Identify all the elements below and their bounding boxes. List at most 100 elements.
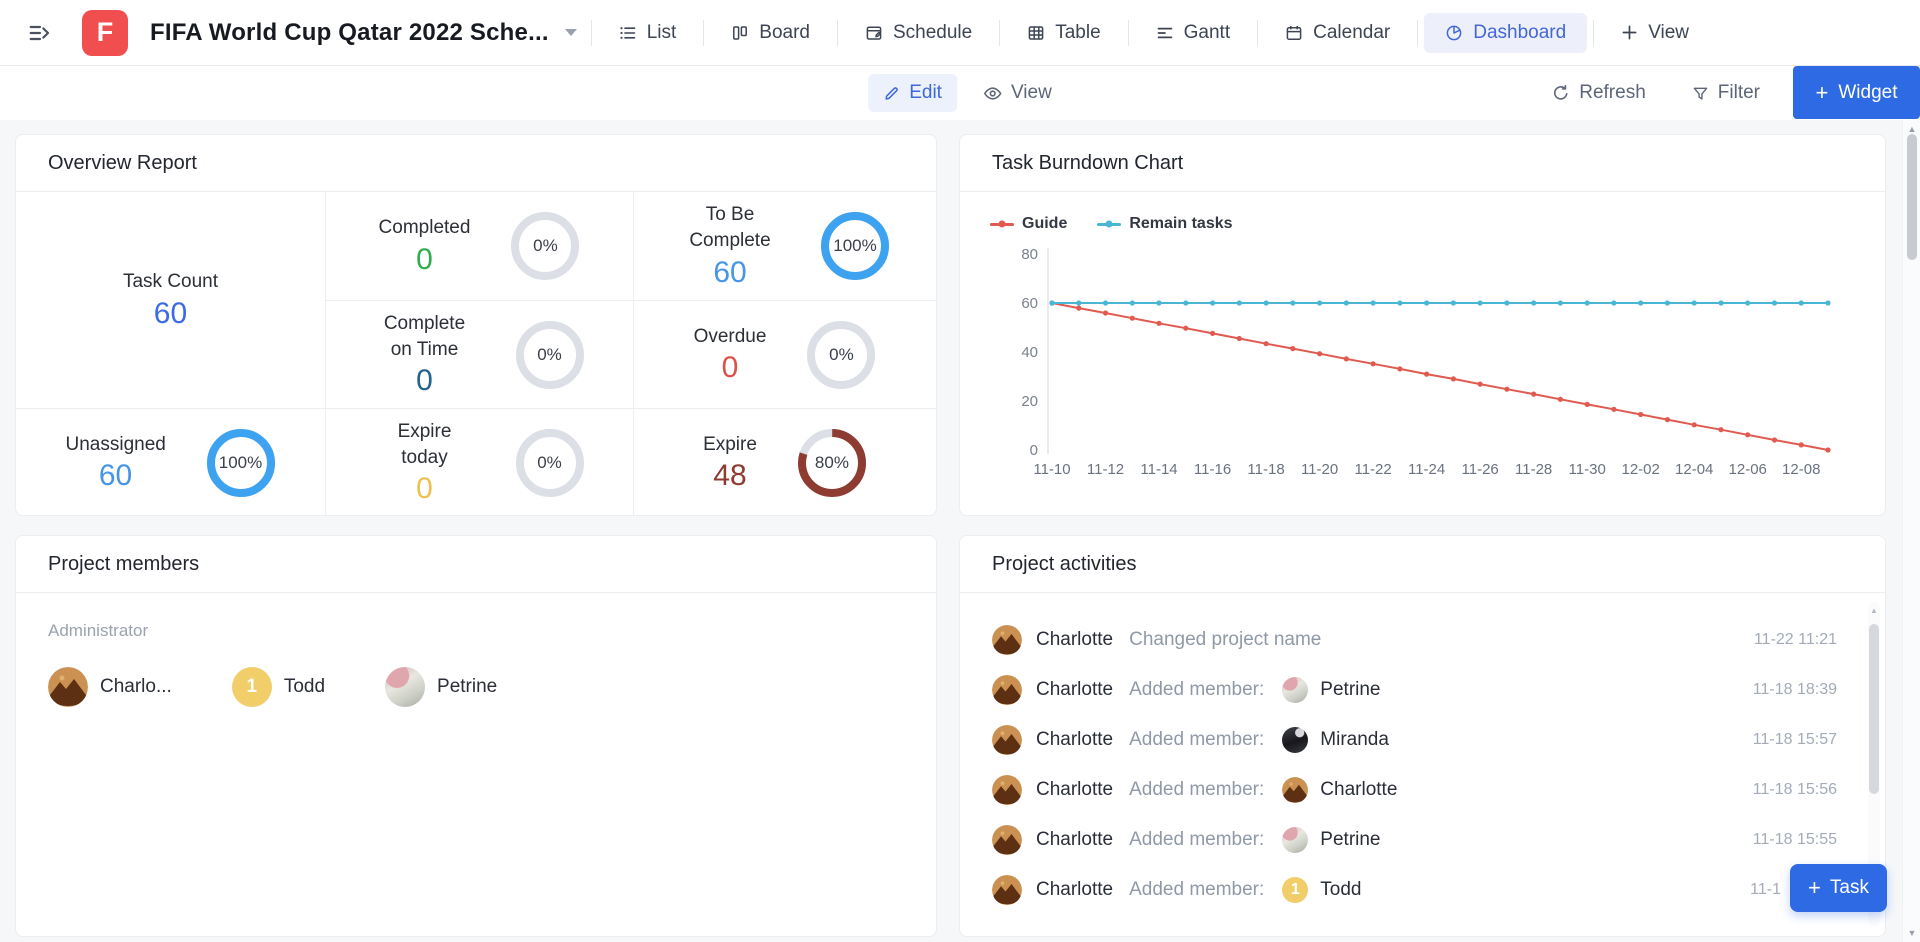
activities-scrollbar-thumb[interactable]: [1869, 624, 1879, 794]
activity-actor[interactable]: Charlotte: [1036, 829, 1114, 850]
edit-label: Edit: [909, 82, 942, 103]
metric-value: 60: [153, 296, 188, 330]
legend-line-icon: [990, 220, 1014, 228]
legend-line-icon: [1097, 220, 1122, 228]
refresh-button[interactable]: Refresh: [1552, 82, 1646, 104]
activity-timestamp: 11-18 18:39: [1752, 681, 1837, 698]
activity-row: Charlotte Added member: Petrine 11-18 18:39: [960, 665, 1885, 715]
members-row: Charlo... 1 Todd Petrine: [48, 667, 904, 707]
legend-remain-tasks[interactable]: Remain tasks: [1097, 215, 1233, 233]
avatar-petrine: [385, 667, 426, 707]
activity-actor[interactable]: Charlotte: [1036, 679, 1114, 700]
tab-table[interactable]: Table: [1006, 13, 1121, 53]
legend-guide[interactable]: Guide: [990, 215, 1067, 233]
svg-text:11-10: 11-10: [1033, 461, 1070, 478]
activity-action: Added member:: [1129, 779, 1265, 800]
tab-label: List: [646, 21, 677, 43]
add-task-label: Task: [1829, 877, 1869, 898]
activity-member-name[interactable]: Charlotte: [1320, 779, 1398, 800]
chart-legend: Guide Remain tasks: [990, 215, 1233, 233]
activities-list: Charlotte Changed project name 11-22 11:21…: [960, 593, 1885, 915]
list-icon: [619, 24, 637, 42]
svg-text:12-04: 12-04: [1675, 461, 1713, 478]
tab-schedule[interactable]: Schedule: [844, 13, 993, 53]
svg-text:80: 80: [1021, 246, 1038, 263]
burndown-line-chart: 0 20 40 60 80 11-10 11-12 11-14 11-16 11-18 11-20 1…: [960, 192, 1885, 521]
metric-to-be-complete: To Be Complete 60 100%: [633, 192, 936, 300]
tab-view[interactable]: View: [1600, 13, 1710, 53]
avatar-charlotte: [992, 775, 1022, 805]
view-mode-label: View: [1010, 82, 1052, 103]
plus-icon: +: [1808, 875, 1821, 900]
overview-metrics-grid: Task Count 60 Completed 0 0% To Be Compl…: [16, 192, 936, 516]
metric-percent: 80%: [814, 452, 849, 472]
tab-calendar[interactable]: Calendar: [1264, 13, 1411, 53]
activity-member-name[interactable]: Miranda: [1320, 729, 1389, 750]
scroll-up-icon[interactable]: ▲: [1907, 124, 1917, 134]
pencil-icon: [885, 86, 898, 100]
activity-actor[interactable]: Charlotte: [1036, 629, 1114, 650]
metric-percent: 0%: [537, 452, 562, 472]
svg-text:12-06: 12-06: [1729, 461, 1767, 478]
avatar-todd: 1: [231, 667, 272, 707]
tab-divider: [1127, 19, 1129, 46]
avatar-petrine: [1282, 827, 1309, 853]
role-label: Administrator: [48, 621, 149, 640]
add-widget-label: Widget: [1838, 81, 1898, 103]
avatar-miranda: [1282, 727, 1309, 753]
metric-overdue: Overdue 0 0%: [633, 300, 936, 408]
tab-dashboard[interactable]: Dashboard: [1424, 12, 1588, 53]
sidebar-expand-icon[interactable]: [28, 20, 54, 46]
view-tabs: List Board Schedule Table Gantt Calendar Dashb…: [590, 0, 1716, 65]
tab-label: View: [1648, 21, 1690, 43]
tab-gantt[interactable]: Gantt: [1135, 13, 1251, 53]
calendar-icon: [1285, 24, 1303, 42]
scroll-down-icon[interactable]: ▼: [1907, 928, 1917, 938]
metric-ring: 100%: [206, 428, 276, 498]
svg-text:11-28: 11-28: [1515, 461, 1552, 478]
refresh-label: Refresh: [1579, 82, 1646, 103]
app-header: F FIFA World Cup Qatar 2022 Sche... List…: [0, 0, 1920, 66]
project-activities-card: Project activities Charlotte Changed proj…: [959, 535, 1886, 937]
scroll-up-icon[interactable]: ▲: [1870, 606, 1878, 615]
activity-member-name[interactable]: Petrine: [1320, 829, 1381, 850]
tab-divider: [1417, 19, 1419, 46]
metric-label: Expire today: [397, 420, 452, 468]
tab-label: Board: [759, 21, 810, 43]
tab-divider: [836, 19, 838, 46]
metric-ring: 0%: [515, 320, 585, 390]
project-members-title: Project members: [16, 536, 936, 593]
metric-task-count: Task Count 60: [16, 192, 325, 408]
metric-value: 60: [713, 255, 747, 289]
member-todd[interactable]: 1 Todd: [231, 667, 325, 707]
chevron-down-icon[interactable]: [564, 29, 577, 36]
add-widget-button[interactable]: + Widget: [1793, 66, 1920, 119]
add-task-button[interactable]: + Task: [1790, 864, 1887, 912]
activity-member-name[interactable]: Petrine: [1320, 679, 1381, 700]
activity-row: Charlotte Added member: Miranda 11-18 15:57: [960, 715, 1885, 765]
metric-value: 0: [416, 242, 433, 276]
member-petrine[interactable]: Petrine: [385, 667, 497, 707]
tab-list[interactable]: List: [598, 13, 698, 53]
svg-text:11-22: 11-22: [1354, 461, 1391, 478]
member-charlo[interactable]: Charlo...: [48, 667, 172, 707]
edit-button[interactable]: Edit: [868, 74, 957, 112]
activities-scrollbar[interactable]: ▲: [1868, 602, 1880, 926]
activity-timestamp: 11-18 15:57: [1752, 731, 1837, 748]
tab-board[interactable]: Board: [710, 13, 831, 53]
filter-label: Filter: [1717, 82, 1760, 103]
page-scrollbar[interactable]: ▲ ▼: [1902, 120, 1920, 942]
view-mode-button[interactable]: View: [983, 82, 1052, 104]
avatar-todd: 1: [1282, 877, 1309, 903]
filter-button[interactable]: Filter: [1692, 82, 1760, 104]
activity-member-name[interactable]: Todd: [1320, 879, 1362, 900]
page-scrollbar-thumb[interactable]: [1907, 134, 1917, 260]
tab-divider: [703, 19, 705, 46]
project-logo[interactable]: F: [82, 9, 128, 56]
activity-action: Added member:: [1129, 829, 1265, 850]
activity-actor[interactable]: Charlotte: [1036, 729, 1114, 750]
tab-label: Schedule: [892, 21, 973, 43]
activity-actor[interactable]: Charlotte: [1036, 879, 1114, 900]
avatar-charlotte: [992, 625, 1022, 655]
activity-actor[interactable]: Charlotte: [1036, 779, 1114, 800]
